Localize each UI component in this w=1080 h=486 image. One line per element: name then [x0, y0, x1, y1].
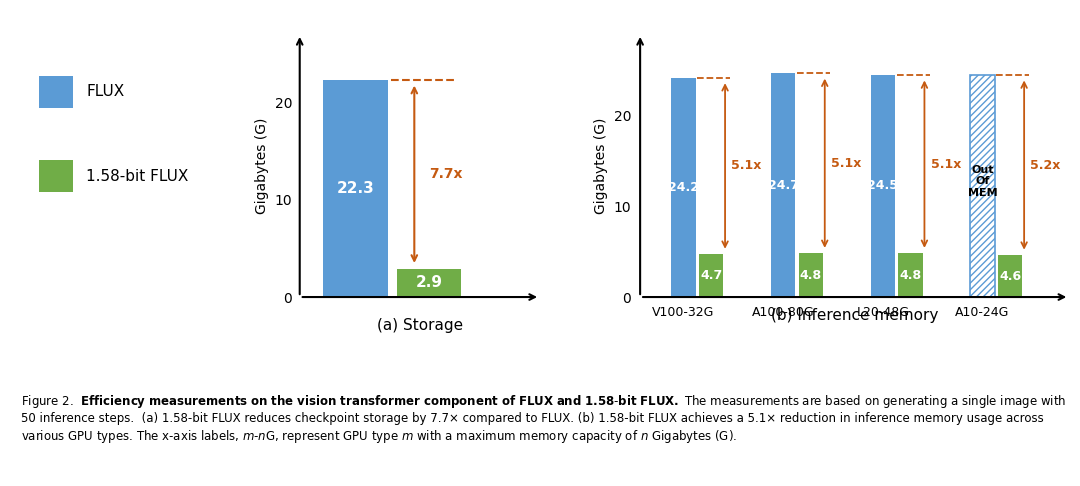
Text: 4.8: 4.8	[900, 269, 921, 282]
Text: 7.7x: 7.7x	[429, 167, 462, 181]
Bar	[771, 73, 795, 297]
Bar	[396, 269, 461, 297]
Text: 5.1x: 5.1x	[731, 159, 761, 173]
FancyBboxPatch shape	[39, 76, 73, 108]
Text: 5.1x: 5.1x	[931, 157, 961, 171]
Bar	[870, 75, 895, 297]
Bar	[971, 75, 995, 297]
Text: 4.6: 4.6	[999, 270, 1022, 283]
Y-axis label: Gigabytes (G): Gigabytes (G)	[594, 117, 608, 214]
Text: 24.5: 24.5	[867, 179, 899, 192]
Text: Out
Of
MEM: Out Of MEM	[968, 165, 997, 198]
Bar	[799, 254, 823, 297]
Text: 1.58-bit FLUX: 1.58-bit FLUX	[86, 169, 189, 184]
FancyBboxPatch shape	[39, 160, 73, 192]
Title: (a) Storage: (a) Storage	[377, 318, 463, 333]
Text: 4.8: 4.8	[800, 269, 822, 282]
Bar	[899, 254, 922, 297]
Bar	[323, 80, 388, 297]
Text: 22.3: 22.3	[336, 181, 374, 196]
Text: Figure 2.  $\bf{Efficiency\ measurements\ on\ the\ vision\ transformer\ componen: Figure 2. $\bf{Efficiency\ measurements\…	[22, 394, 1067, 445]
Text: 5.2x: 5.2x	[1030, 158, 1061, 172]
Text: FLUX: FLUX	[86, 85, 124, 99]
Bar	[672, 78, 696, 297]
Text: 5.1x: 5.1x	[831, 157, 861, 170]
Y-axis label: Gigabytes (G): Gigabytes (G)	[255, 117, 269, 214]
Text: 24.7: 24.7	[768, 178, 798, 191]
Bar	[699, 254, 724, 297]
Text: 24.2: 24.2	[667, 181, 699, 194]
Text: 4.7: 4.7	[700, 269, 723, 282]
Text: 2.9: 2.9	[416, 276, 443, 291]
Title: (b) Inference memory: (b) Inference memory	[771, 308, 939, 323]
Bar	[998, 255, 1023, 297]
